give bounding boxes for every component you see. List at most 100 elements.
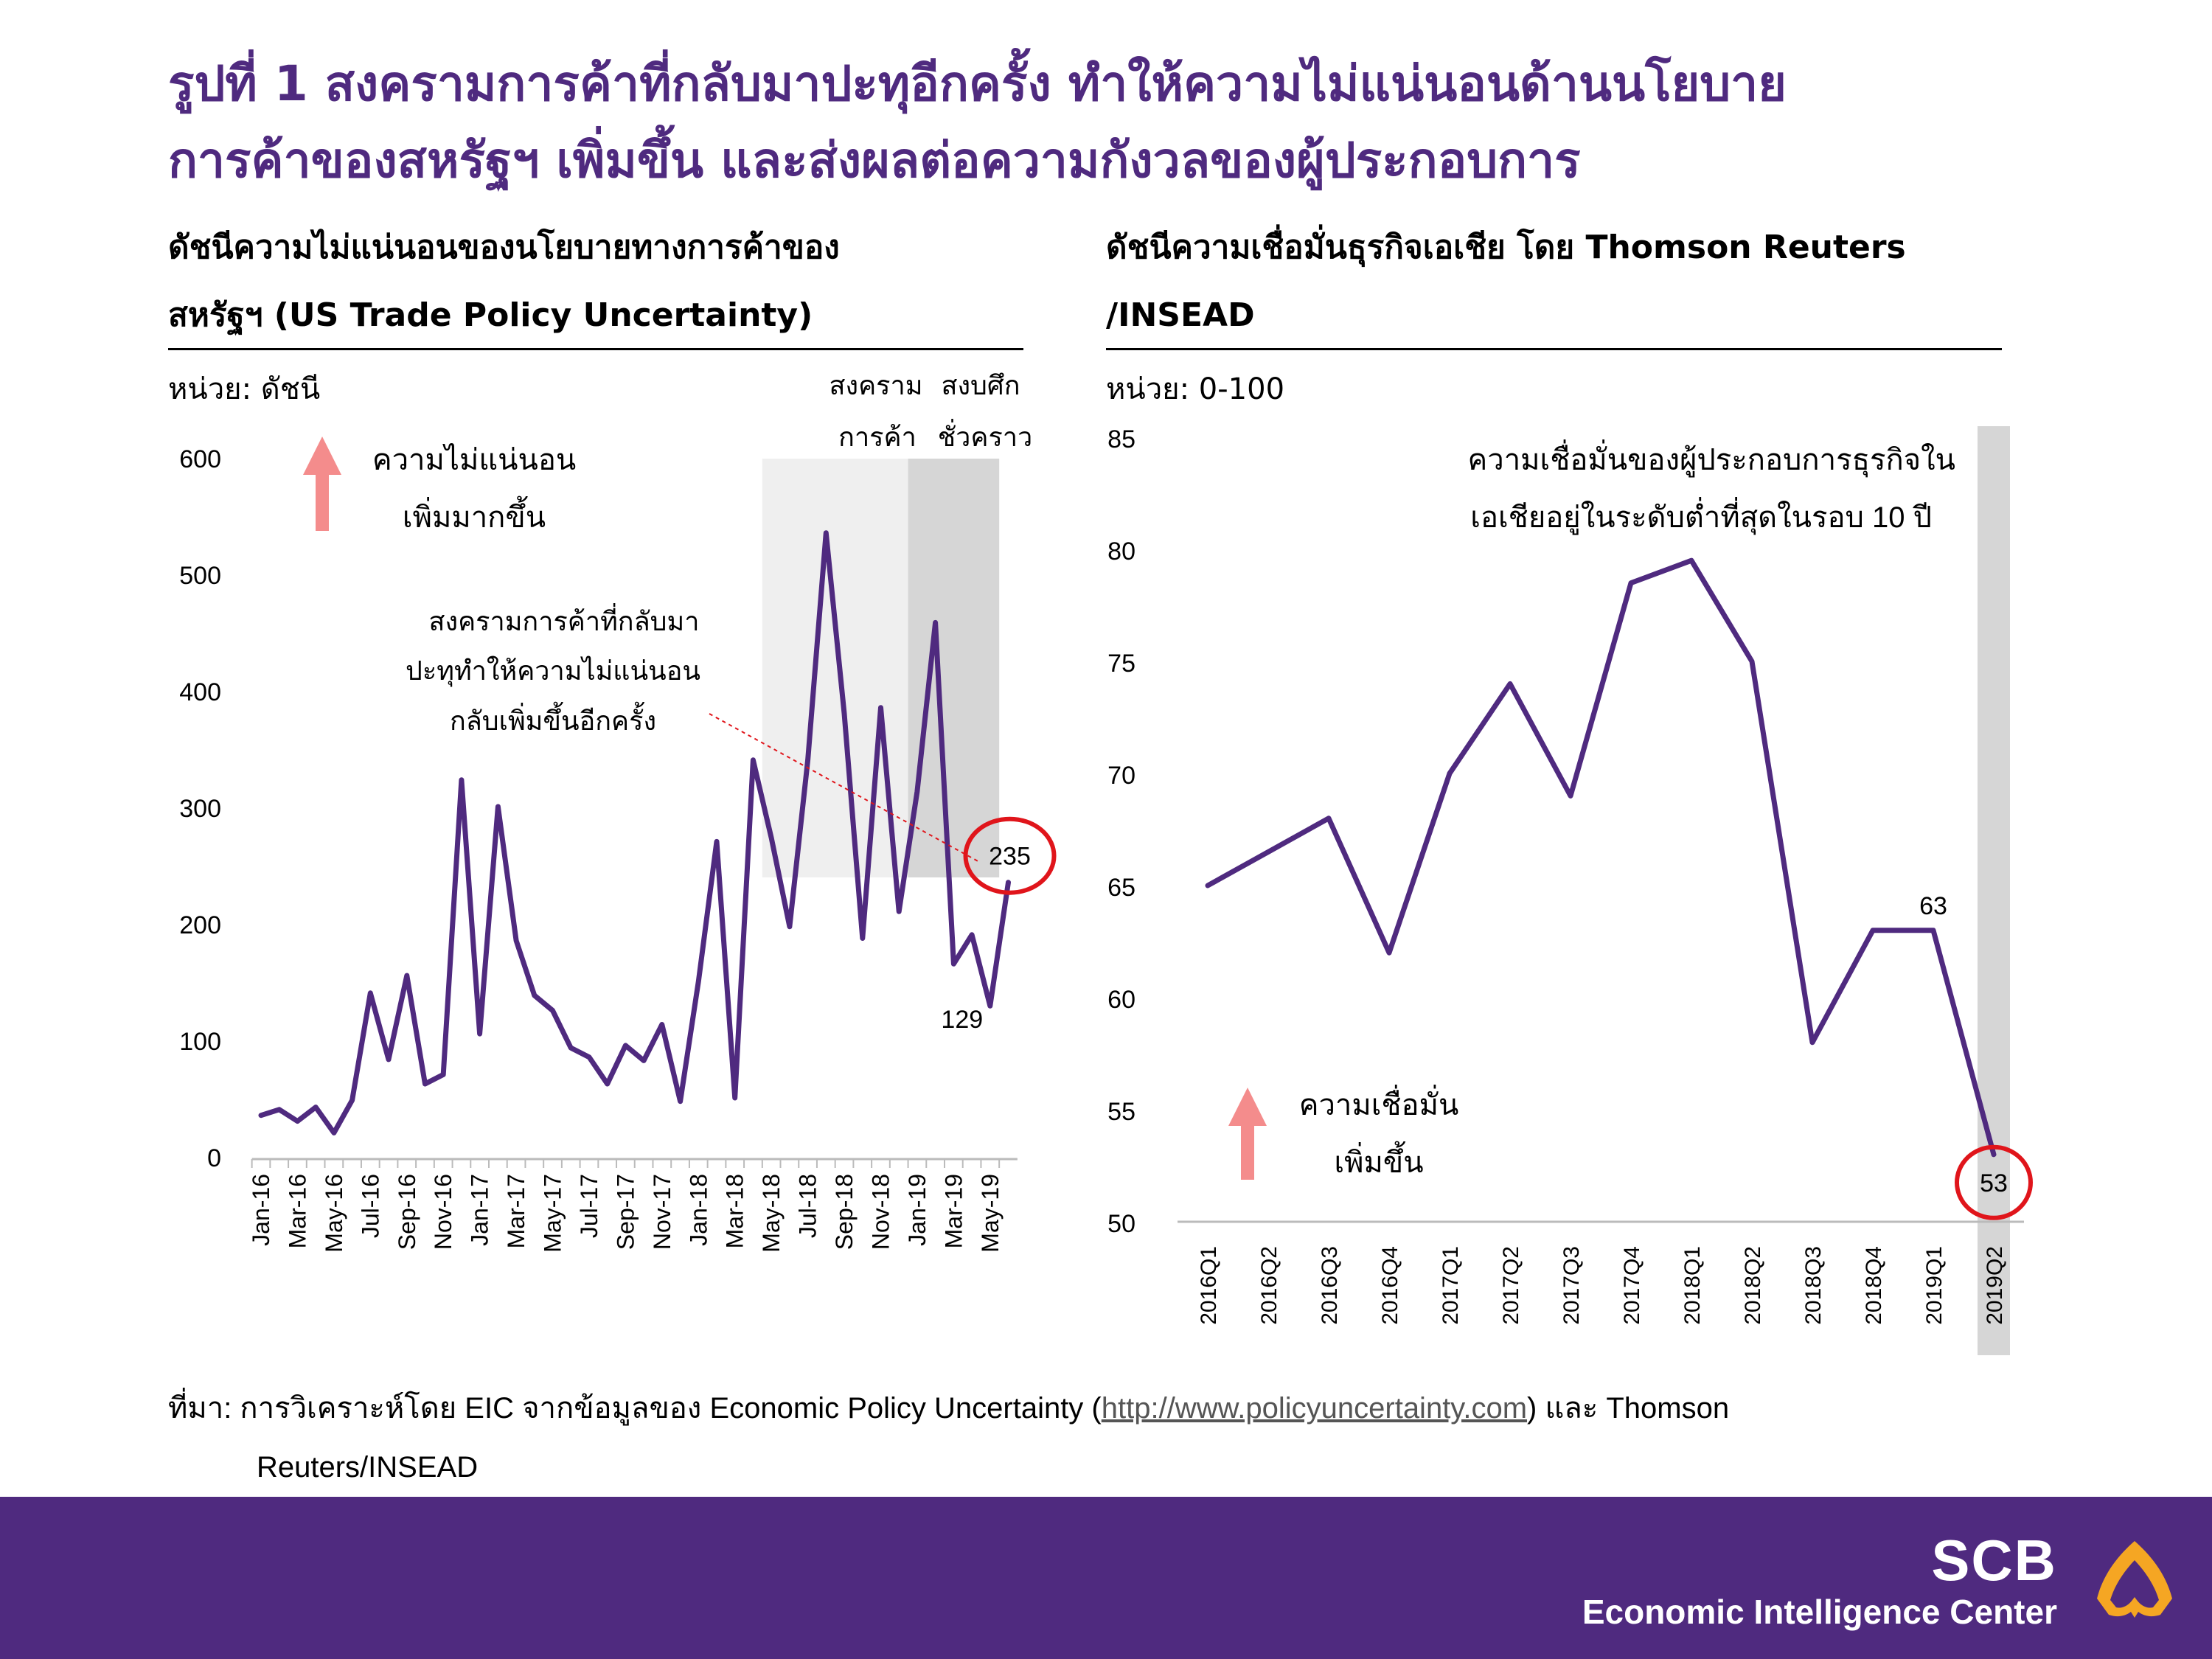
y-tick-label: 55 (1107, 1098, 1135, 1126)
y-tick-label: 300 (179, 795, 221, 823)
x-tick-label: Jul-16 (357, 1174, 383, 1238)
left-unit-label: หน่วย: ดัชนี (168, 372, 321, 406)
x-tick-label: 2019Q2 (1983, 1246, 2007, 1325)
right-subtitle-line2: /INSEAD (1106, 296, 1255, 334)
y-tick-label: 80 (1107, 538, 1135, 566)
source-suffix: ) และ Thomson (1527, 1392, 1730, 1425)
left-subtitle-line2: สหรัฐฯ (US Trade Policy Uncertainty) (168, 296, 813, 334)
x-tick-label: 2018Q1 (1680, 1246, 1705, 1325)
source-note: ที่มา: การวิเคราะห์โดย EIC จากข้อมูลของ … (168, 1379, 1982, 1497)
arrow-note-line1: ความไม่แน่นอน (372, 443, 576, 476)
confidence-series-line (1205, 557, 1997, 1158)
figure-title: รูปที่ 1 สงครามการค้าที่กลับมาปะทุอีกครั… (168, 46, 2159, 199)
left-chart-subtitle: ดัชนีความไม่แน่นอนของนโยบายทางการค้าของ … (168, 214, 1038, 349)
region-label-truce-line1: สงบศึก (941, 370, 1020, 400)
x-tick-label: Sep-16 (394, 1174, 420, 1250)
source-line1: ที่มา: การวิเคราะห์โดย EIC จากข้อมูลของ … (168, 1379, 1982, 1438)
x-tick-label: 2017Q1 (1439, 1246, 1463, 1325)
region-label-trade-war-line2: การค้า (838, 422, 917, 452)
shaded-region-2019q2 (1978, 426, 2010, 1355)
trade-policy-uncertainty-chart: สงครามการค้า สงบศึกชั่วคราว 600 500 400 300 20… (179, 370, 1057, 1253)
x-tick-label: 2017Q2 (1499, 1246, 1523, 1325)
arrow-note-line2: เพิ่มขึ้น (1334, 1141, 1423, 1179)
arrow-note-line1: ความเชื่อมั่น (1299, 1085, 1459, 1121)
right-chart-subtitle: ดัชนีความเชื่อมั่นธุรกิจเอเชีย โดย Thoms… (1106, 214, 2035, 349)
value-label-63: 63 (1919, 892, 1947, 920)
region-label-truce-line2: ชั่วคราว (938, 419, 1033, 452)
callout-line2: ปะทุทำให้ความไม่แน่นอน (406, 655, 700, 687)
asia-business-confidence-chart: 85 80 75 70 65 60 55 50 2016Q1 2016Q2 2016Q3 2016Q4… (1107, 425, 2033, 1355)
arrow-note-line2: เพิ่มมากขึ้น (403, 495, 546, 534)
y-tick-label: 75 (1107, 650, 1135, 678)
brand-name: SCB (1931, 1528, 2057, 1593)
shaded-region-2 (908, 459, 1000, 877)
y-tick-label: 600 (179, 445, 221, 473)
note-line1: ความเชื่อมั่นของผู้ประกอบการธุรกิจใน (1467, 439, 1955, 478)
brand-tagline: Economic Intelligence Center (1582, 1593, 2057, 1631)
y-tick-label: 200 (179, 911, 221, 939)
source-prefix: ที่มา: การวิเคราะห์โดย EIC จากข้อมูลของ … (168, 1392, 1102, 1425)
right-subtitle-line1: ดัชนีความเชื่อมั่นธุรกิจเอเชีย โดย Thoms… (1106, 229, 1906, 266)
x-tick-label: Jul-18 (795, 1174, 821, 1238)
scb-logo-icon (2097, 1541, 2172, 1618)
y-tick-label: 60 (1107, 986, 1135, 1014)
x-tick-label: Mar-19 (940, 1174, 967, 1248)
x-tick-label: 2016Q2 (1257, 1246, 1281, 1325)
x-tick-label: Jan-19 (904, 1174, 931, 1246)
y-tick-label: 0 (207, 1144, 221, 1172)
value-label-53: 53 (1980, 1169, 2008, 1197)
x-tick-label: Jul-17 (576, 1174, 602, 1238)
x-tick-label: Nov-18 (867, 1174, 894, 1250)
callout-line3: กลับเพิ่มขึ้นอีกครั้ง (450, 701, 656, 736)
region-label-trade-war-line1: สงคราม (830, 370, 923, 400)
y-tick-label: 100 (179, 1028, 221, 1056)
x-tick-label: Nov-16 (430, 1174, 456, 1250)
x-tick-label: 2018Q4 (1862, 1246, 1886, 1325)
x-tick-label: 2019Q1 (1922, 1246, 1947, 1325)
brand-block: SCB Economic Intelligence Center (1582, 1529, 2057, 1632)
x-tick-label: 2016Q1 (1197, 1246, 1221, 1325)
y-tick-label: 70 (1107, 762, 1135, 790)
y-tick-label: 85 (1107, 425, 1135, 453)
uncertainty-series-line (258, 530, 1011, 1135)
x-tick-label: 2017Q4 (1620, 1246, 1644, 1325)
x-tick-label: Sep-17 (612, 1174, 639, 1250)
highlight-circle-235 (963, 816, 1057, 895)
x-tick-label: 2017Q3 (1559, 1246, 1584, 1325)
x-tick-label: Mar-16 (284, 1174, 310, 1248)
x-tick-label: Jan-18 (685, 1174, 712, 1246)
uncertainty-up-arrow-icon (303, 437, 341, 531)
x-tick-label: 2018Q2 (1741, 1246, 1765, 1325)
x-tick-label: 2016Q3 (1318, 1246, 1342, 1325)
left-divider (168, 348, 1023, 350)
y-tick-label: 50 (1107, 1210, 1135, 1238)
x-tick-label: Mar-18 (722, 1174, 748, 1248)
note-line2: เอเชียอยู่ในระดับต่ำที่สุดในรอบ 10 ปี (1470, 497, 1932, 535)
shaded-region-1 (762, 459, 908, 877)
x-tick-label: May-19 (977, 1174, 1004, 1253)
callout-line1: สงครามการค้าที่กลับมา (429, 603, 700, 636)
x-tick-label: 2016Q4 (1378, 1246, 1402, 1325)
figure-title-line1: รูปที่ 1 สงครามการค้าที่กลับมาปะทุอีกครั… (168, 55, 1787, 112)
source-line2: Reuters/INSEAD (257, 1451, 479, 1484)
x-tick-label: May-17 (540, 1174, 566, 1253)
footer-bar: SCB Economic Intelligence Center (0, 1497, 2212, 1659)
x-tick-label: May-18 (758, 1174, 785, 1253)
highlight-circle-53 (1955, 1144, 2033, 1220)
right-unit-label: หน่วย: 0-100 (1106, 372, 1285, 406)
y-tick-label: 65 (1107, 874, 1135, 902)
x-tick-label: Jan-16 (248, 1174, 274, 1246)
figure-title-line2: การค้าของสหรัฐฯ เพิ่มขึ้น และส่งผลต่อควา… (168, 132, 1581, 189)
charts-canvas: สงครามการค้าสงบศึกชั่วคราว60050040030020… (179, 370, 2033, 1355)
confidence-up-arrow-icon (1228, 1088, 1267, 1180)
x-tick-label: Sep-18 (831, 1174, 858, 1250)
y-tick-label: 500 (179, 562, 221, 590)
x-tick-label: Jan-17 (467, 1174, 493, 1246)
x-tick-label: 2018Q3 (1801, 1246, 1826, 1325)
x-tick-label: Mar-17 (503, 1174, 529, 1248)
x-tick-label: May-16 (321, 1174, 347, 1253)
x-tick-label: Nov-17 (649, 1174, 675, 1250)
value-label-129: 129 (941, 1006, 983, 1034)
source-link[interactable]: http://www.policyuncertainty.com (1101, 1392, 1528, 1425)
right-divider (1106, 348, 2002, 350)
